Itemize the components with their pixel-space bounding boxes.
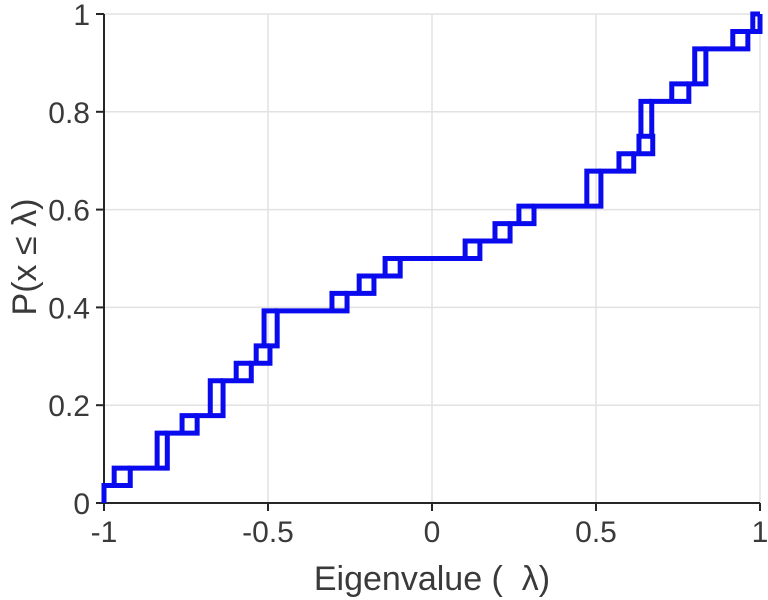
y-tick-label: 0.6 (48, 195, 90, 228)
x-tick-label: 1 (752, 516, 768, 549)
ecdf-notch-squares (111, 11, 760, 486)
x-axis-label: Eigenvalue ( λ) (314, 560, 550, 598)
y-tick-label: 1 (73, 0, 90, 32)
x-tick-label: -0.5 (242, 516, 294, 549)
y-tick-label: 0.8 (48, 97, 90, 130)
y-axis-label: P(x ≤ λ) (6, 199, 44, 316)
tick-labels: -1 -0.5 0 0.5 1 0 0.2 0.4 0.6 0.8 1 (48, 0, 768, 549)
ecdf-step-curve (101, 14, 763, 503)
x-tick-label: 0 (424, 516, 441, 549)
y-tick-label: 0.2 (48, 390, 90, 423)
y-tick-label: 0 (73, 488, 90, 521)
x-tick-label: 0.5 (575, 516, 617, 549)
axis-ticks (96, 13, 761, 511)
y-tick-label: 0.4 (48, 292, 90, 325)
gridlines (104, 13, 761, 503)
x-tick-label: -1 (91, 516, 118, 549)
